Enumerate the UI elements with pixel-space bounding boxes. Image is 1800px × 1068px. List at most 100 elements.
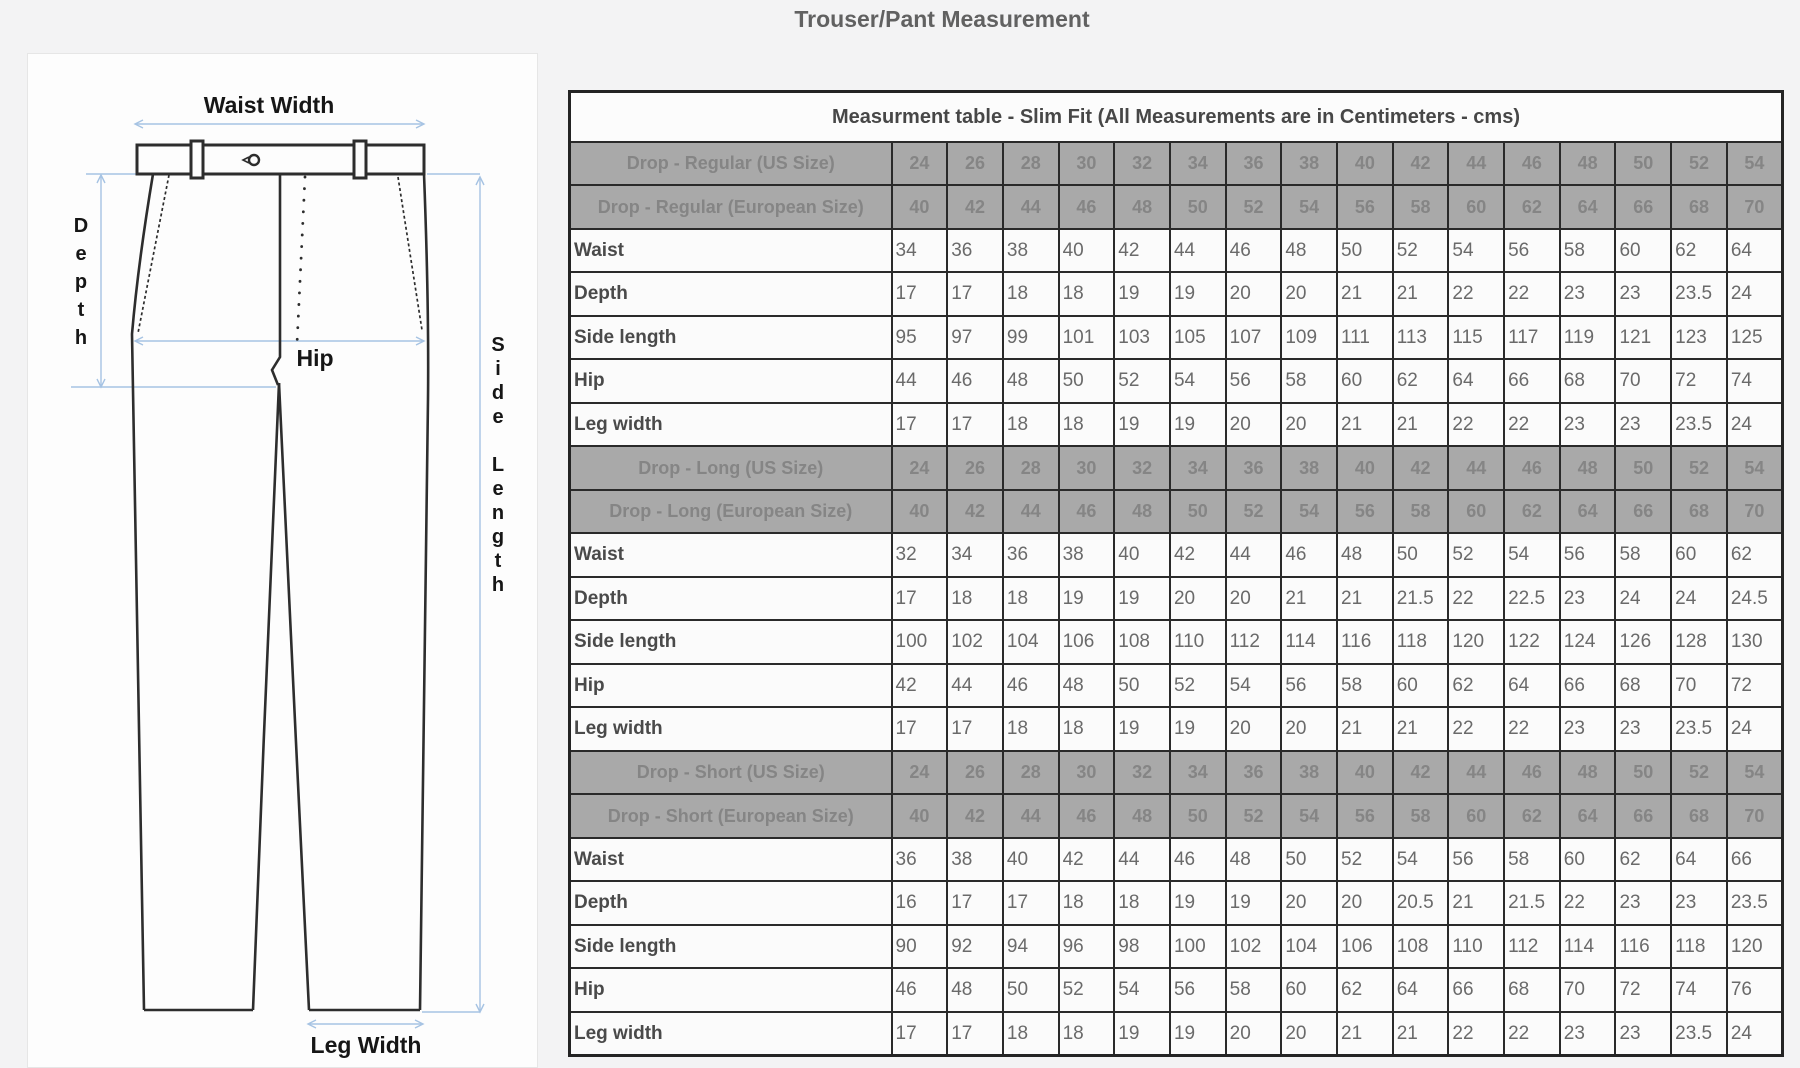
value-cell: 23 <box>1614 706 1673 752</box>
size-cell: 28 <box>1001 445 1060 491</box>
value-cell: 40 <box>1113 532 1171 578</box>
size-cell: 68 <box>1670 793 1728 839</box>
right-inseam <box>277 382 311 1011</box>
value-cell: 76 <box>1725 967 1784 1013</box>
value-cell: 48 <box>1001 358 1060 404</box>
value-cell: 56 <box>1224 358 1283 404</box>
size-cell: 62 <box>1503 184 1561 230</box>
value-cell: 34 <box>890 227 949 273</box>
size-cell: 42 <box>1391 140 1450 186</box>
value-cell: 52 <box>1391 227 1450 273</box>
value-cell: 20 <box>1224 575 1283 621</box>
size-cell: 66 <box>1614 184 1673 230</box>
size-cell: 36 <box>1224 445 1283 491</box>
value-cell: 100 <box>890 619 949 665</box>
value-cell: 70 <box>1558 967 1617 1013</box>
size-cell: 64 <box>1558 184 1617 230</box>
row-label-cell: Leg width <box>568 1010 893 1056</box>
table-row: Leg width 17 17 18 18 19 19 20 20 21 21 22 22 23 23 23.… <box>568 706 1784 752</box>
size-cell: 58 <box>1391 488 1450 534</box>
size-cell: 42 <box>946 793 1004 839</box>
value-cell: 50 <box>1001 967 1060 1013</box>
value-cell: 36 <box>1001 532 1060 578</box>
table-row: Depth 17 18 18 19 19 20 20 21 21 21.5 22 22.5 23 24 24 2… <box>568 575 1784 621</box>
value-cell: 66 <box>1503 358 1561 404</box>
row-label-cell: Leg width <box>568 706 893 752</box>
size-cell: 54 <box>1725 749 1784 795</box>
value-cell: 124 <box>1558 619 1617 665</box>
value-cell: 18 <box>1057 880 1116 926</box>
size-cell: 50 <box>1168 184 1227 230</box>
size-cell: 48 <box>1558 749 1617 795</box>
value-cell: 19 <box>1113 1010 1171 1056</box>
value-cell: 21.5 <box>1391 575 1450 621</box>
value-cell: 56 <box>1558 532 1617 578</box>
value-cell: 23 <box>1558 575 1617 621</box>
table-body: Measurment table - Slim Fit (All Measure… <box>568 90 1784 1056</box>
value-cell: 19 <box>1113 706 1171 752</box>
left-outer-seam <box>130 173 155 1011</box>
value-cell: 60 <box>1280 967 1338 1013</box>
size-cell: 56 <box>1336 488 1394 534</box>
value-cell: 18 <box>1113 880 1171 926</box>
size-cell: 42 <box>1391 445 1450 491</box>
size-cell: 34 <box>1168 140 1227 186</box>
value-cell: 128 <box>1670 619 1728 665</box>
value-cell: 19 <box>1168 1010 1227 1056</box>
table-row: Depth 16 17 17 18 18 19 19 20 20 20.5 21 21.5 22 23 23 2… <box>568 880 1784 926</box>
section-header-label: Drop - Long (European Size) <box>568 488 893 534</box>
pocket-line-right <box>397 176 423 331</box>
value-cell: 111 <box>1336 314 1394 360</box>
size-cell: 52 <box>1670 140 1728 186</box>
size-cell: 42 <box>946 488 1004 534</box>
value-cell: 122 <box>1503 619 1561 665</box>
value-cell: 42 <box>1168 532 1227 578</box>
value-cell: 21 <box>1336 1010 1394 1056</box>
value-cell: 56 <box>1168 967 1227 1013</box>
value-cell: 46 <box>1001 662 1060 708</box>
value-cell: 56 <box>1447 836 1506 882</box>
size-cell: 68 <box>1670 184 1728 230</box>
value-cell: 115 <box>1447 314 1506 360</box>
value-cell: 36 <box>890 836 949 882</box>
value-cell: 18 <box>1057 401 1116 447</box>
value-cell: 48 <box>946 967 1004 1013</box>
value-cell: 54 <box>1113 967 1171 1013</box>
value-cell: 34 <box>946 532 1004 578</box>
value-cell: 112 <box>1224 619 1283 665</box>
value-cell: 120 <box>1725 923 1784 969</box>
value-cell: 58 <box>1558 227 1617 273</box>
value-cell: 20 <box>1224 271 1283 317</box>
size-cell: 70 <box>1725 488 1784 534</box>
value-cell: 22 <box>1503 1010 1561 1056</box>
size-cell: 60 <box>1447 488 1506 534</box>
value-cell: 38 <box>1001 227 1060 273</box>
table-title-cell: Measurment table - Slim Fit (All Measure… <box>568 90 1784 143</box>
value-cell: 22 <box>1447 575 1506 621</box>
value-cell: 68 <box>1614 662 1673 708</box>
value-cell: 96 <box>1057 923 1116 969</box>
value-cell: 16 <box>890 880 949 926</box>
value-cell: 54 <box>1503 532 1561 578</box>
value-cell: 40 <box>1057 227 1116 273</box>
section-header-row: Drop - Regular (US Size) 24 26 28 30 32 34 36 38… <box>568 140 1784 186</box>
size-cell: 34 <box>1168 445 1227 491</box>
value-cell: 42 <box>1057 836 1116 882</box>
value-cell: 68 <box>1558 358 1617 404</box>
value-cell: 110 <box>1168 619 1227 665</box>
section-header-label: Drop - Regular (US Size) <box>568 140 893 186</box>
size-cell: 52 <box>1670 749 1728 795</box>
hip-label: Hip <box>296 345 333 371</box>
size-cell: 52 <box>1670 445 1728 491</box>
size-cell: 34 <box>1168 749 1227 795</box>
size-cell: 50 <box>1614 445 1673 491</box>
size-cell: 46 <box>1057 793 1116 839</box>
value-cell: 46 <box>946 358 1004 404</box>
value-cell: 90 <box>890 923 949 969</box>
size-cell: 56 <box>1336 793 1394 839</box>
value-cell: 68 <box>1503 967 1561 1013</box>
value-cell: 60 <box>1391 662 1450 708</box>
value-cell: 19 <box>1168 271 1227 317</box>
value-cell: 64 <box>1725 227 1784 273</box>
